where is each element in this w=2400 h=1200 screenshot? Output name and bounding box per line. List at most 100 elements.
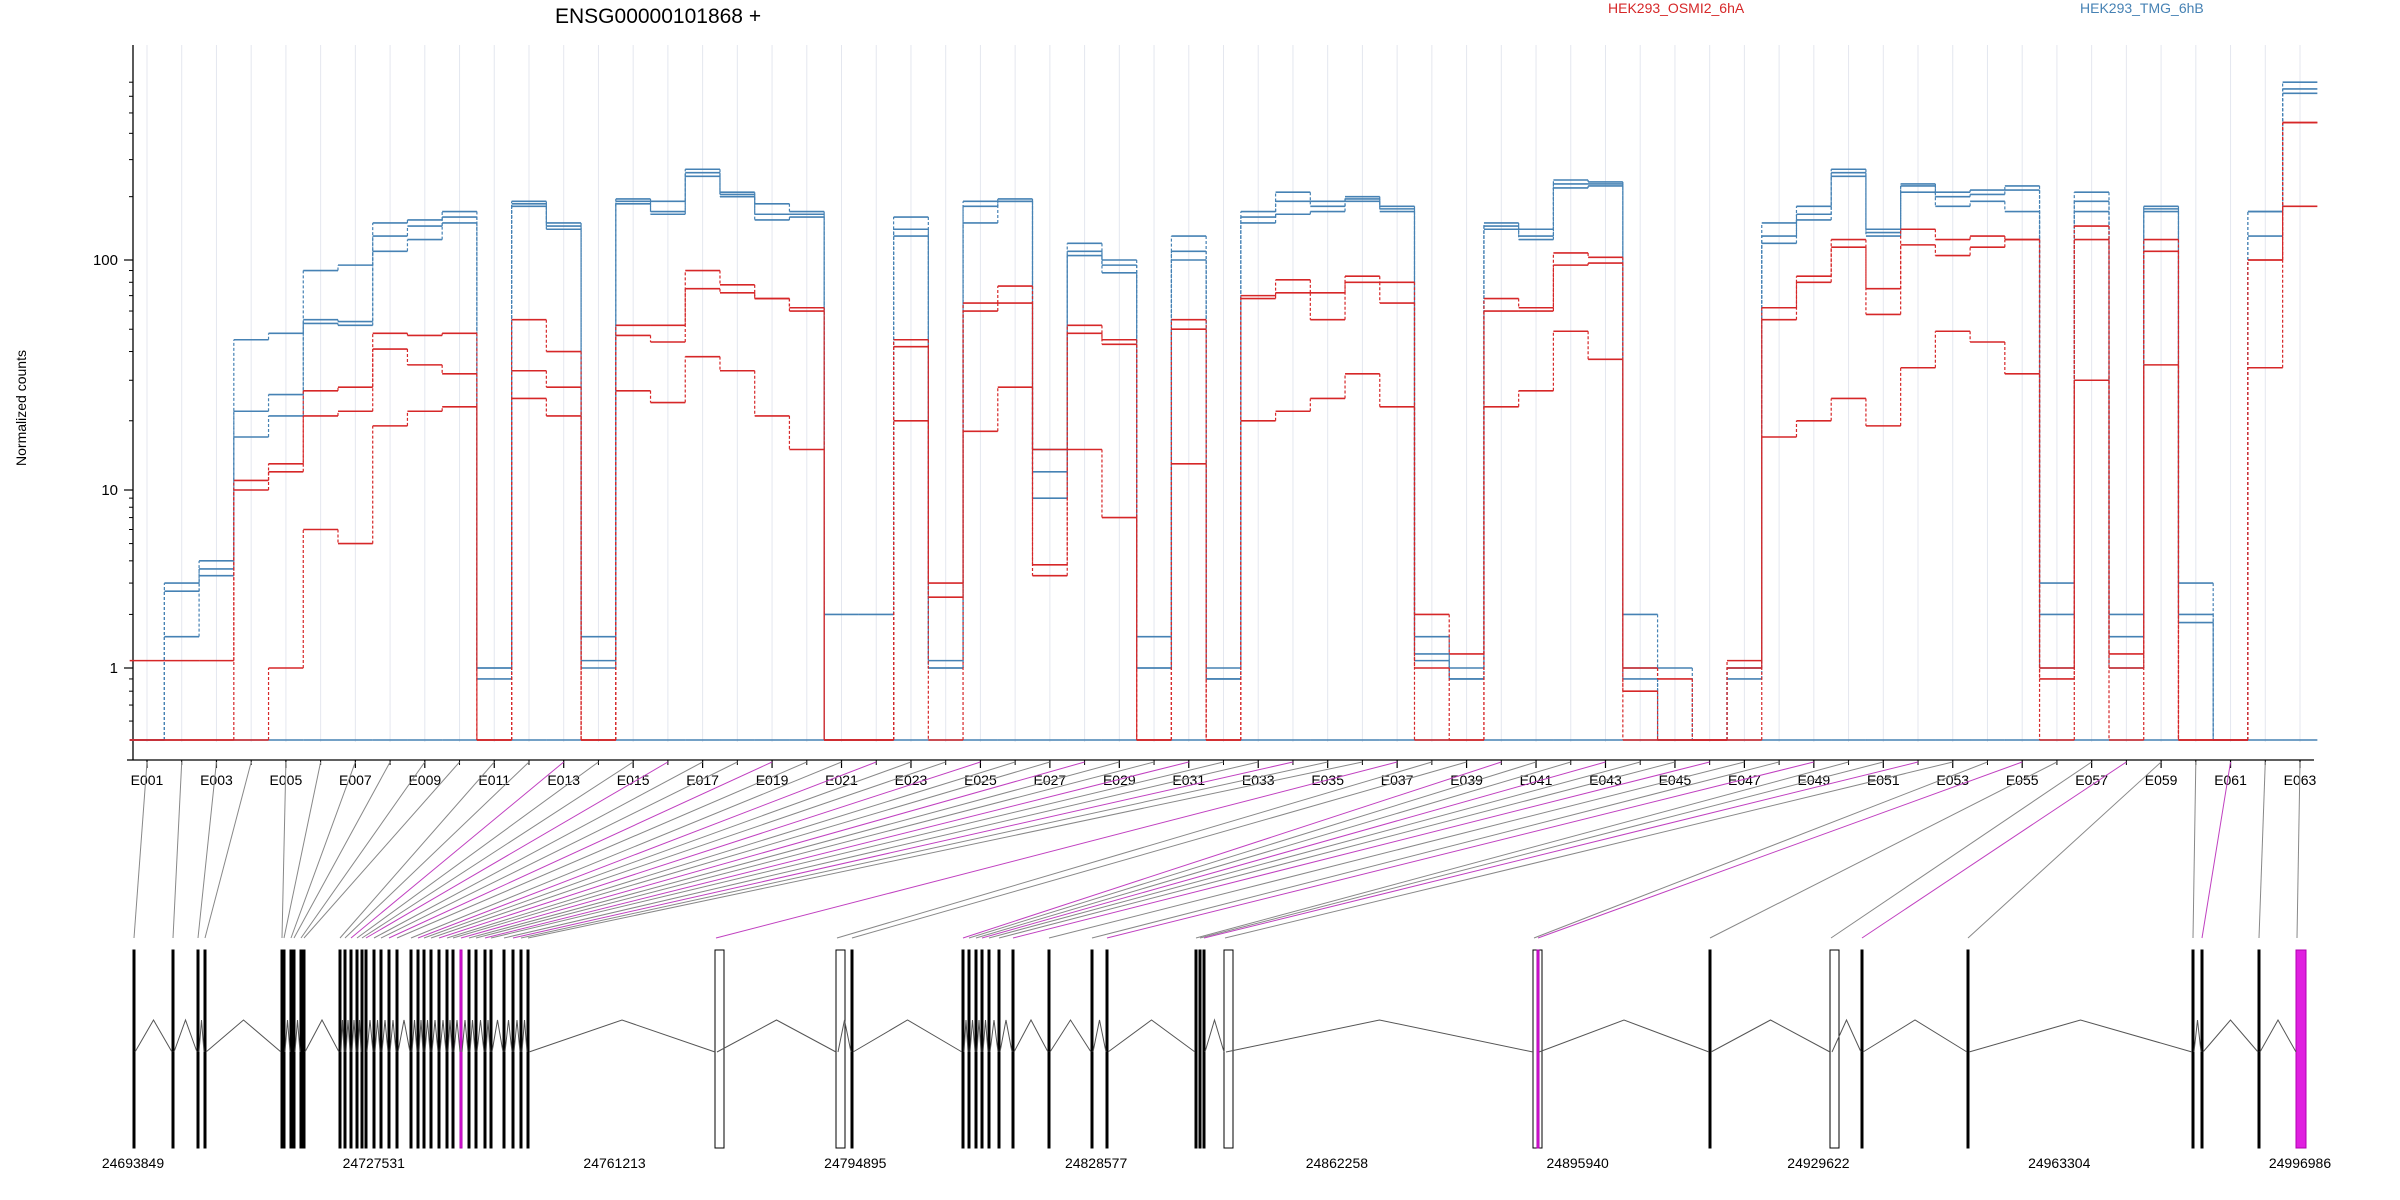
connector-line — [1533, 761, 1988, 939]
exon-block — [289, 949, 293, 1149]
exon-block — [1105, 949, 1109, 1149]
intron-line — [469, 1019, 476, 1053]
exon-block — [1194, 949, 1198, 1149]
connector-line — [281, 761, 287, 939]
genomic-coordinate-label: 24693849 — [102, 1155, 165, 1171]
intron-line — [491, 1019, 504, 1053]
connector-line — [423, 761, 912, 939]
connector-line — [1861, 761, 2127, 939]
x-tick-label: E041 — [1520, 772, 1553, 788]
intron-line — [453, 1019, 461, 1053]
intron-line — [431, 1019, 439, 1053]
exon-block — [1536, 949, 1540, 1149]
connector-line — [365, 761, 669, 939]
intron-line — [284, 1019, 291, 1053]
exon-block — [2200, 949, 2204, 1149]
intron-line — [1107, 1019, 1196, 1053]
legend-label-osmi2: HEK293_OSMI2_6hA — [1608, 0, 1745, 16]
connector-line — [197, 761, 217, 939]
exon-block — [132, 949, 136, 1149]
connector-line — [446, 761, 1016, 939]
intron-line — [345, 1019, 351, 1053]
intron-line — [528, 1019, 716, 1053]
connector-line — [373, 761, 703, 939]
connector-line — [133, 761, 148, 939]
exon-block — [203, 949, 207, 1149]
x-tick-label: E013 — [547, 772, 580, 788]
intron-line — [969, 1019, 976, 1053]
exon-block — [1966, 949, 1970, 1149]
connector-line — [1830, 761, 2092, 939]
x-tick-label: E057 — [2075, 772, 2108, 788]
exon-block — [292, 949, 296, 1149]
connector-line — [344, 761, 530, 939]
exon-block — [364, 949, 368, 1149]
exon-block — [1198, 949, 1202, 1149]
connector-line — [388, 761, 773, 939]
series-line — [129, 205, 2318, 741]
intron-line — [2193, 1019, 2202, 1053]
exon-block — [997, 949, 1001, 1149]
genomic-axis: 24693849 24727531 24761213 24794895 24828577… — [102, 1155, 2332, 1171]
intron-line — [2202, 1019, 2259, 1053]
connector-line — [350, 761, 565, 939]
connector-line — [2296, 761, 2301, 939]
connector-line — [1091, 761, 1780, 939]
intron-line — [982, 1019, 989, 1053]
exon-block — [1860, 949, 1864, 1149]
y-axis-label: Normalized counts — [13, 350, 29, 466]
exon-block — [714, 949, 725, 1149]
connector-line — [417, 761, 877, 939]
intron-line — [485, 1019, 491, 1053]
connector-line — [396, 761, 807, 939]
exon-block — [437, 949, 441, 1149]
gene-model — [132, 949, 2307, 1149]
exon-block — [395, 949, 399, 1149]
genomic-coordinate-label: 24727531 — [343, 1155, 406, 1171]
connector-line — [283, 761, 322, 939]
plot-lines — [129, 81, 2318, 741]
connector-line — [836, 761, 1432, 939]
x-tick-label: E027 — [1034, 772, 1067, 788]
intron-line — [340, 1019, 345, 1053]
connector-line — [460, 761, 1085, 939]
exon-block — [1223, 949, 1234, 1149]
x-tick-label: E029 — [1103, 772, 1136, 788]
intron-line — [1538, 1019, 1710, 1053]
exon-block — [1011, 949, 1015, 1149]
intron-line — [461, 1019, 469, 1053]
exon-block — [429, 949, 433, 1149]
intron-line — [837, 1019, 852, 1053]
exon-block — [302, 949, 306, 1149]
intron-line — [1049, 1019, 1092, 1053]
connector-line — [1224, 761, 1953, 939]
connector-line — [2258, 761, 2266, 939]
connector-line — [1012, 761, 1710, 939]
connector-line — [293, 761, 391, 939]
connector-line — [468, 761, 1120, 939]
exon-block — [467, 949, 471, 1149]
intron-line — [389, 1019, 397, 1053]
intron-line — [1710, 1019, 1831, 1053]
connector-line — [527, 761, 1363, 939]
intron-line — [205, 1019, 282, 1053]
connector-line — [1106, 761, 1814, 939]
intron-track — [134, 1018, 2297, 1053]
intron-line — [1204, 1018, 1225, 1053]
intron-line — [504, 1019, 513, 1053]
y-tick-label: 100 — [93, 252, 118, 269]
connector-line — [430, 761, 946, 939]
connector-line — [300, 761, 426, 939]
exon-block — [299, 949, 303, 1149]
intron-line — [1092, 1019, 1107, 1053]
genomic-coordinate-label: 24963304 — [2028, 1155, 2091, 1171]
exon-block — [372, 949, 376, 1149]
connector-line — [475, 761, 1155, 939]
exon-block — [835, 949, 846, 1149]
x-tick-label: E019 — [756, 772, 789, 788]
legend-label-tmg: HEK293_TMG_6hB — [2080, 0, 2204, 16]
connector-line — [1199, 761, 1884, 939]
x-tick-label: E023 — [895, 772, 928, 788]
x-tick-label: E017 — [686, 772, 719, 788]
connector-line — [204, 761, 252, 939]
